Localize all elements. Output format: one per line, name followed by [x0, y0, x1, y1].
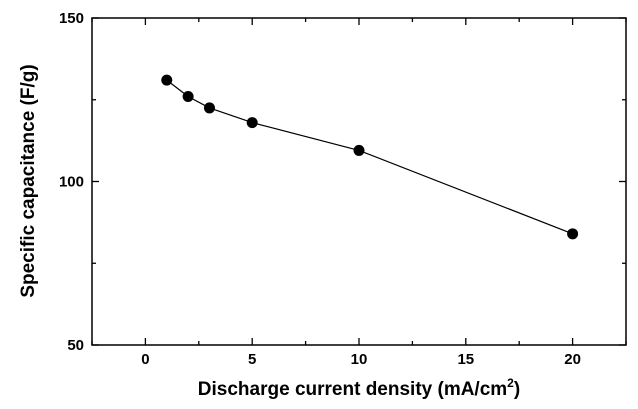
y-tick-label: 150	[59, 10, 84, 27]
x-axis-title-superscript: 2	[507, 376, 514, 390]
y-axis-title: Specific capacitance (F/g)	[18, 64, 39, 297]
data-point	[182, 90, 194, 102]
data-point	[567, 228, 579, 240]
series-line	[166, 79, 573, 235]
x-tick-label: 20	[564, 351, 581, 368]
axis-ticks	[91, 17, 627, 346]
tick-labels: 0 5 10 15 20 50 100 150	[59, 10, 581, 368]
y-tick-label: 50	[67, 337, 84, 354]
x-tick-label: 5	[248, 351, 256, 368]
y-tick-label: 100	[59, 174, 84, 191]
data-point	[353, 144, 365, 156]
data-point	[246, 117, 258, 129]
x-axis-title: Discharge current density (mA/cm2)	[198, 376, 520, 400]
x-tick-label: 0	[141, 351, 149, 368]
data-point	[203, 102, 215, 114]
data-point	[161, 74, 173, 86]
x-tick-label: 15	[457, 351, 474, 368]
plot-frame	[91, 17, 627, 346]
data-series	[161, 74, 579, 240]
x-tick-label: 10	[351, 351, 368, 368]
x-axis-title-main: Discharge current density (mA/cm	[198, 379, 507, 400]
x-axis-title-suffix: )	[514, 379, 520, 400]
